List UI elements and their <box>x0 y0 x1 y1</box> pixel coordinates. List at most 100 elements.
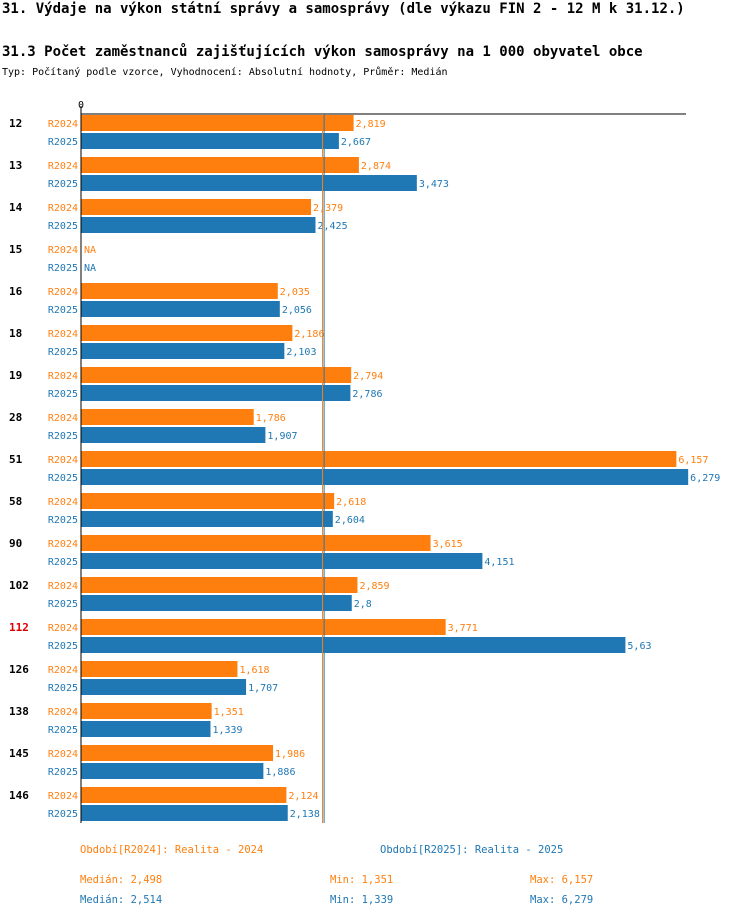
category-label: 19 <box>9 369 22 382</box>
data-label: 1,339 <box>212 725 242 736</box>
series-label: R2025 <box>48 683 78 694</box>
data-label: 3,771 <box>448 623 478 634</box>
data-label: 2,425 <box>317 221 347 232</box>
category-label: 13 <box>9 159 22 172</box>
data-label-na: NA <box>84 245 96 256</box>
series-label: R2024 <box>48 329 78 340</box>
data-label: 2,604 <box>335 515 365 526</box>
data-label: 2,874 <box>361 161 391 172</box>
category-label: 146 <box>9 789 29 802</box>
data-label: 2,138 <box>290 809 320 820</box>
category-label: 112 <box>9 621 29 634</box>
data-label: 4,151 <box>484 557 514 568</box>
category-label: 51 <box>9 453 23 466</box>
bar <box>81 115 354 131</box>
data-label: 2,667 <box>341 137 371 148</box>
category-label: 58 <box>9 495 22 508</box>
bar <box>81 661 238 677</box>
data-label: 1,986 <box>275 749 305 760</box>
series-label: R2024 <box>48 371 78 382</box>
series-label: R2025 <box>48 431 78 442</box>
legend-r2024-period: Období[R2024]: Realita - 2024 <box>80 844 264 856</box>
bar <box>81 721 211 737</box>
data-label: 2,618 <box>336 497 366 508</box>
series-label: R2024 <box>48 119 78 130</box>
bar <box>81 787 287 803</box>
bar <box>81 301 280 317</box>
data-label: 1,886 <box>265 767 295 778</box>
bar <box>81 157 359 173</box>
bar <box>81 553 483 569</box>
bar <box>81 595 352 611</box>
data-label: 2,859 <box>359 581 389 592</box>
legend-r2025-min: Min: 1,339 <box>330 894 394 906</box>
report-title: 31. Výdaje na výkon státní správy a samo… <box>2 1 685 17</box>
category-label: 15 <box>9 243 22 256</box>
bar <box>81 133 339 149</box>
series-label: R2024 <box>48 623 78 634</box>
category-label: 28 <box>9 411 22 424</box>
series-label: R2024 <box>48 791 78 802</box>
bar <box>81 619 446 635</box>
data-label: 6,279 <box>690 473 720 484</box>
x-axis-zero-label: 0 <box>78 100 84 111</box>
bar <box>81 745 274 761</box>
series-label: R2024 <box>48 413 78 424</box>
bar <box>81 367 352 383</box>
bar <box>81 199 312 215</box>
legend-r2025-max: Max: 6,279 <box>530 894 594 906</box>
legend-r2024-median: Medián: 2,498 <box>80 874 163 886</box>
bar <box>81 763 264 779</box>
category-label: 18 <box>9 327 22 340</box>
series-label: R2024 <box>48 539 78 550</box>
data-label: 2,379 <box>313 203 343 214</box>
category-label: 102 <box>9 579 29 592</box>
data-label: 2,035 <box>280 287 310 298</box>
legend-r2024-min: Min: 1,351 <box>330 874 394 886</box>
bar <box>81 703 212 719</box>
category-label: 145 <box>9 747 29 760</box>
series-label: R2025 <box>48 389 78 400</box>
series-label: R2025 <box>48 767 78 778</box>
data-label: 2,186 <box>294 329 324 340</box>
data-label: 1,351 <box>214 707 244 718</box>
series-label: R2025 <box>48 347 78 358</box>
category-label: 126 <box>9 663 29 676</box>
legend-r2025-period: Období[R2025]: Realita - 2025 <box>380 844 564 856</box>
series-label: R2024 <box>48 203 78 214</box>
bar <box>81 427 266 443</box>
data-label-na: NA <box>84 263 96 274</box>
series-label: R2025 <box>48 137 78 148</box>
series-label: R2024 <box>48 707 78 718</box>
series-label: R2024 <box>48 497 78 508</box>
bar <box>81 283 278 299</box>
data-label: 3,615 <box>433 539 463 550</box>
series-label: R2024 <box>48 581 78 592</box>
chart-type-line: Typ: Počítaný podle vzorce, Vyhodnocení:… <box>2 67 448 78</box>
data-label: 2,056 <box>282 305 312 316</box>
bar <box>81 637 626 653</box>
data-label: 1,707 <box>248 683 278 694</box>
series-label: R2025 <box>48 725 78 736</box>
series-label: R2024 <box>48 245 78 256</box>
bar <box>81 535 431 551</box>
bar <box>81 469 689 485</box>
series-label: R2024 <box>48 749 78 760</box>
data-label: 1,907 <box>267 431 297 442</box>
data-label: 5,63 <box>627 641 651 652</box>
bar <box>81 805 288 821</box>
series-label: R2024 <box>48 161 78 172</box>
series-label: R2025 <box>48 809 78 820</box>
category-label: 90 <box>9 537 22 550</box>
bar <box>81 385 351 401</box>
bar <box>81 451 677 467</box>
legend-r2025-median: Medián: 2,514 <box>80 894 163 906</box>
data-label: 6,157 <box>678 455 708 466</box>
data-label: 1,786 <box>256 413 286 424</box>
category-label: 14 <box>9 201 23 214</box>
category-label: 16 <box>9 285 23 298</box>
series-label: R2025 <box>48 557 78 568</box>
bar <box>81 325 293 341</box>
series-label: R2025 <box>48 179 78 190</box>
data-label: 2,8 <box>354 599 372 610</box>
